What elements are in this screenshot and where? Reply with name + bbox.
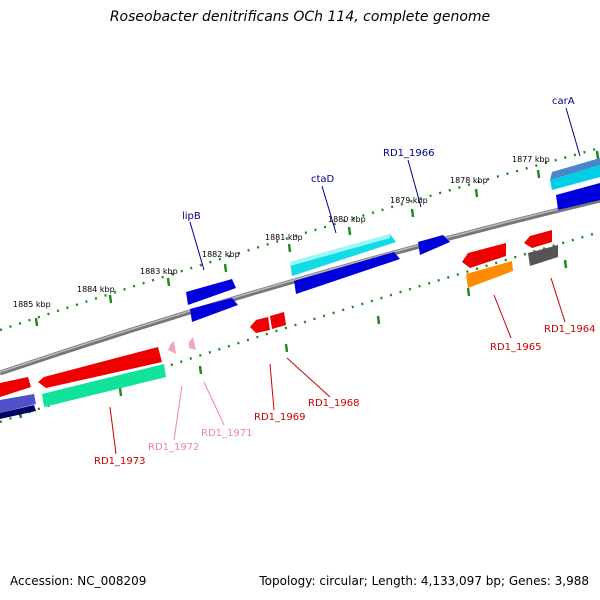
label-RD1_1965: RD1_1965 (490, 342, 541, 353)
tick-label: 1880 kbp (328, 215, 366, 224)
label-carA: carA (552, 96, 575, 107)
reverse-genes (38, 230, 558, 407)
gene-forward-left-purple[interactable] (0, 394, 36, 413)
label-RD1_1968: RD1_1968 (308, 398, 359, 409)
gene-forward-blue-2[interactable] (294, 252, 400, 294)
gene-carA[interactable] (550, 165, 600, 190)
tick-label: 1883 kbp (140, 267, 178, 276)
gene-RD1_1969[interactable] (250, 317, 270, 333)
label-ctaD: ctaD (311, 174, 335, 185)
gene-RD1_1964-b[interactable] (528, 245, 558, 266)
gene-lipB[interactable] (186, 279, 236, 305)
label-RD1_1971: RD1_1971 (201, 428, 252, 439)
tick-label: 1878 kbp (450, 176, 488, 185)
gene-RD1_1973[interactable] (38, 347, 162, 388)
map-title: Roseobacter denitrificans OCh 114, compl… (109, 9, 491, 25)
label-lipB: lipB (182, 211, 201, 222)
gene-RD1_1966[interactable] (418, 235, 450, 255)
gene-RD1_1965[interactable] (462, 243, 506, 268)
tick-label: 1884 kbp (77, 285, 115, 294)
tick-label: 1877 kbp (512, 155, 550, 164)
gene-RD1_1972[interactable] (168, 341, 176, 354)
tick-label: 1882 kbp (202, 250, 240, 259)
label-RD1_1973: RD1_1973 (94, 456, 145, 467)
label-RD1_1972: RD1_1972 (148, 442, 199, 453)
inner-tick-ring (0, 230, 600, 424)
gene-RD1_1968[interactable] (270, 312, 286, 329)
forward-genes (0, 158, 600, 419)
accession-text: Accession: NC_008209 (10, 574, 147, 588)
label-RD1_1964: RD1_1964 (544, 324, 595, 335)
tick-label: 1885 kbp (13, 300, 51, 309)
gene-RD1_1965-b[interactable] (466, 261, 513, 288)
label-RD1_1966: RD1_1966 (383, 148, 434, 159)
tick-labels: 1877 kbp 1878 kbp 1879 kbp 1880 kbp 1881… (13, 155, 550, 309)
gene-ctaD[interactable] (290, 234, 396, 276)
gene-forward-blue[interactable] (556, 183, 600, 210)
gene-forward-left-red[interactable] (0, 377, 31, 397)
gene-RD1_1973-b[interactable] (42, 364, 166, 407)
gene-carA-top[interactable] (550, 158, 600, 180)
genome-stats-text: Topology: circular; Length: 4,133,097 bp… (259, 574, 589, 588)
gene-RD1_1964[interactable] (524, 230, 552, 248)
gene-labels: carA RD1_1966 ctaD lipB RD1_1964 RD1_196… (94, 96, 595, 467)
label-connectors (109, 107, 581, 455)
gene-RD1_1971[interactable] (189, 337, 196, 350)
gene-forward-left-navy[interactable] (0, 405, 36, 419)
outer-major-ticks (34, 150, 600, 327)
tick-label: 1879 kbp (390, 196, 428, 205)
gene-forward-blue-3[interactable] (190, 298, 238, 322)
tick-label: 1881 kbp (265, 233, 303, 242)
label-RD1_1969: RD1_1969 (254, 412, 305, 423)
